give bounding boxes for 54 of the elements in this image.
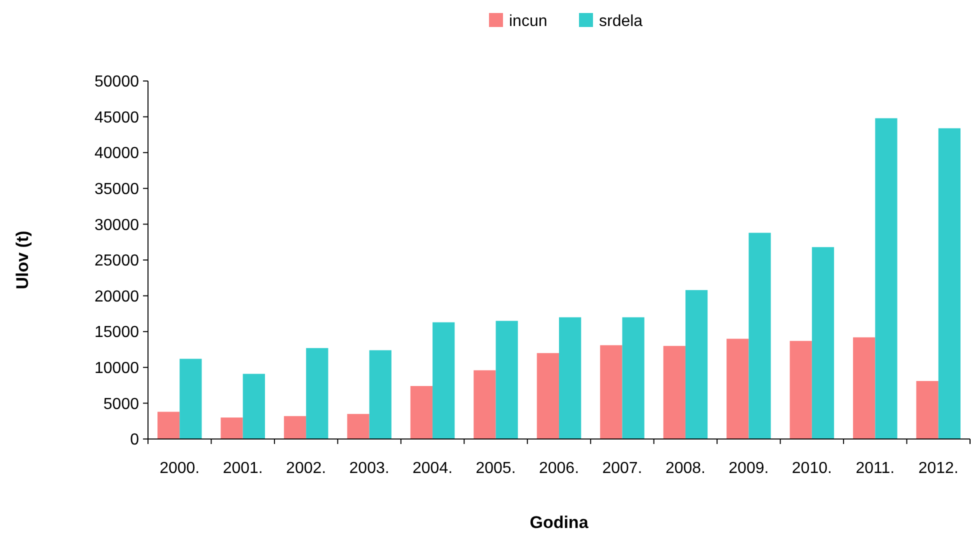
y-tick-label: 25000: [94, 252, 140, 270]
bar: [875, 118, 898, 439]
bar: [432, 322, 455, 439]
x-tick-label: 2005.: [476, 460, 516, 477]
bar: [938, 128, 961, 439]
x-tick-label: 2000.: [160, 460, 200, 477]
x-tick-label: 2010.: [792, 460, 832, 477]
bar: [410, 386, 433, 439]
bar: [853, 337, 876, 439]
x-tick-label: 2003.: [349, 460, 390, 477]
bar: [748, 232, 771, 439]
x-tick-label: 2009.: [728, 460, 769, 477]
y-tick-label: 35000: [94, 181, 140, 198]
y-axis-title: Ulov (t): [13, 230, 32, 290]
x-tick-label: 2007.: [602, 460, 642, 477]
bar: [812, 247, 834, 439]
bar: [600, 345, 622, 439]
bar: [157, 412, 180, 439]
legend-label: srdela: [599, 13, 643, 30]
bar: [284, 416, 306, 439]
bar: [474, 370, 496, 439]
y-tick-label: 50000: [94, 74, 140, 91]
y-tick-label: 10000: [94, 360, 140, 377]
y-tick-label: 20000: [94, 288, 140, 306]
x-tick-label: 2001.: [222, 460, 263, 477]
x-tick-label: 2004.: [412, 460, 453, 477]
x-tick-label: 2002.: [286, 460, 326, 477]
bar: [663, 346, 686, 439]
y-tick-label: 30000: [94, 216, 140, 234]
y-tick-label: 45000: [94, 109, 140, 126]
bar: [536, 353, 559, 439]
y-tick-label: 0: [130, 432, 140, 449]
bar: [622, 317, 644, 439]
legend-label: incun: [509, 13, 548, 30]
bar: [180, 358, 202, 439]
x-tick-label: 2006.: [538, 460, 580, 477]
bar: [306, 348, 328, 439]
bar: [347, 414, 370, 439]
bar: [369, 350, 392, 439]
y-tick-label: 5000: [103, 396, 140, 413]
bar: [559, 317, 582, 439]
bar: [726, 338, 749, 439]
y-tick-label: 15000: [94, 324, 140, 342]
y-tick-label: 40000: [94, 145, 140, 162]
x-tick-label: 2012.: [918, 460, 958, 477]
bar: [685, 290, 708, 439]
bar: [242, 374, 265, 439]
bar: [496, 320, 518, 439]
x-axis-title: Godina: [530, 513, 589, 532]
bar: [916, 381, 938, 439]
bar: [790, 340, 812, 439]
x-tick-label: 2011.: [856, 460, 895, 477]
bar: [220, 418, 243, 439]
x-tick-label: 2008.: [665, 460, 706, 477]
